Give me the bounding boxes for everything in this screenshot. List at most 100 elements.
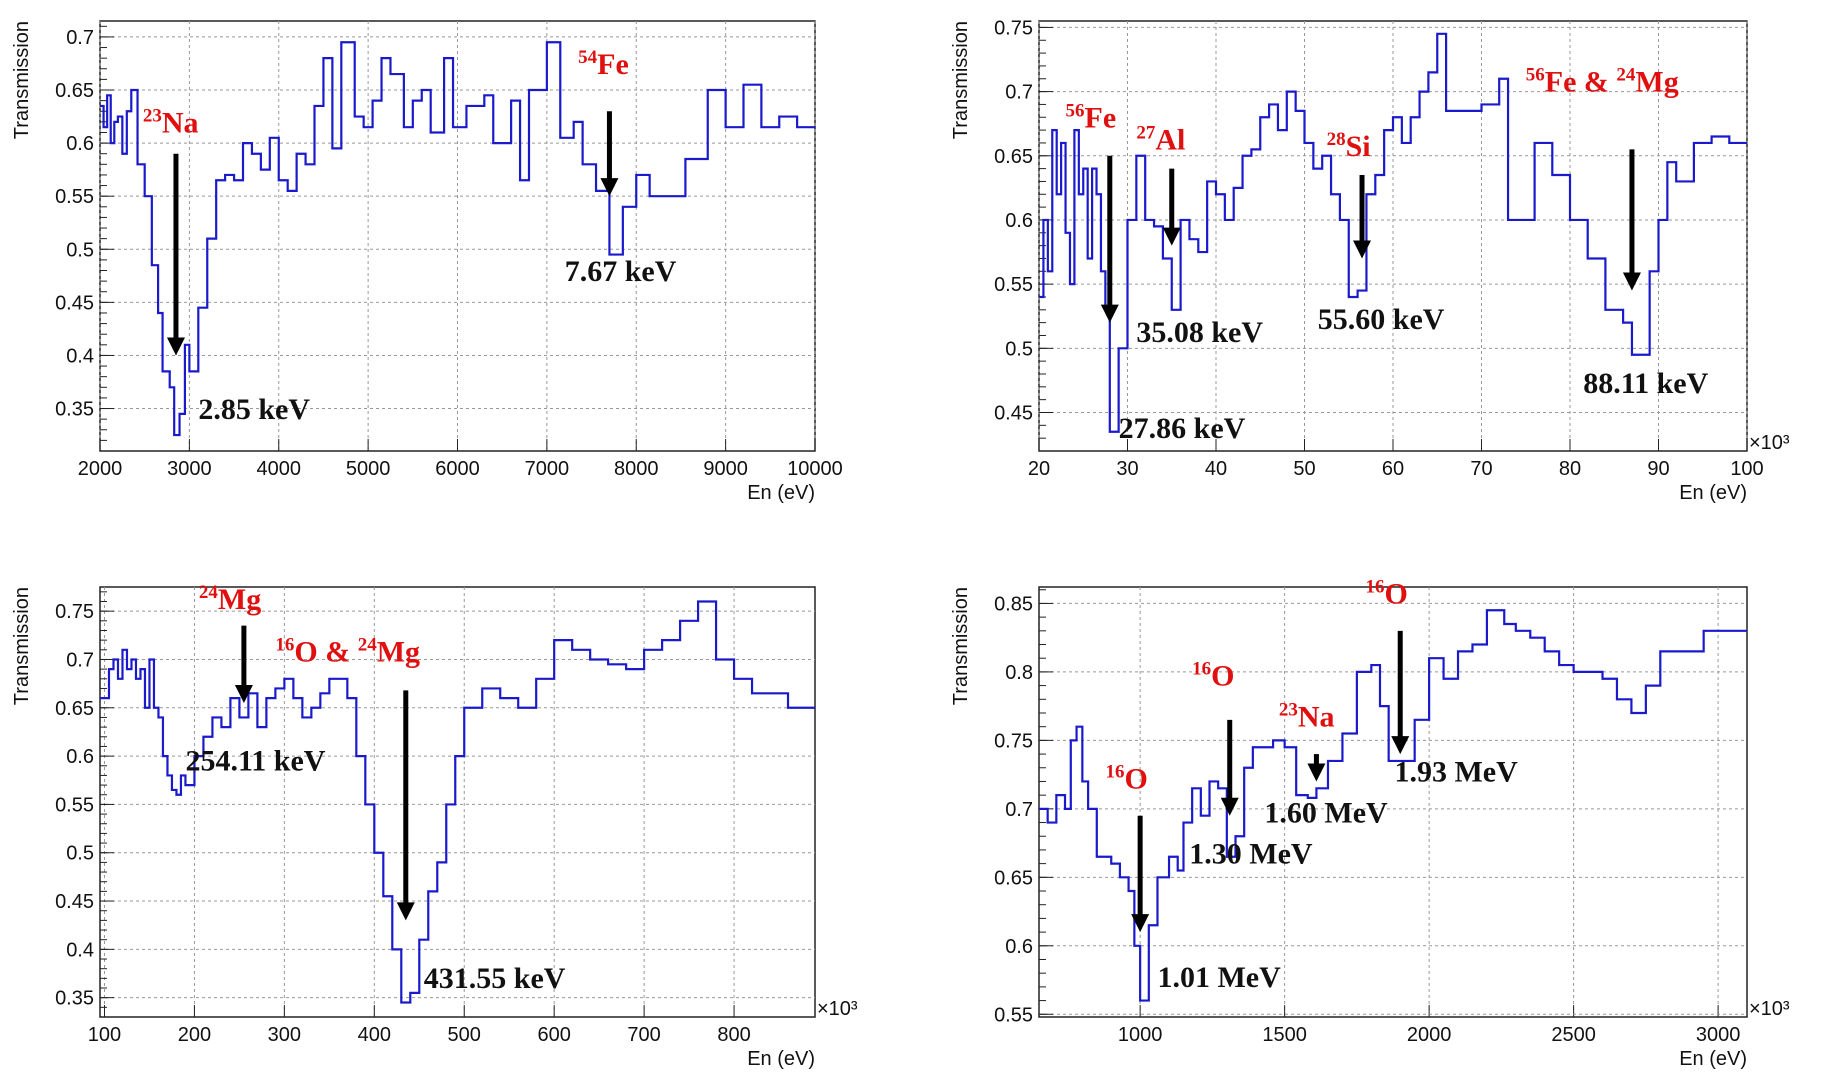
energy-label: 1.60 MeV <box>1264 797 1388 830</box>
peak-annotation: 16O 1.01 MeV <box>1105 761 1281 994</box>
x-tick-label: 9000 <box>703 458 748 480</box>
peak-annotation: 23Na 2.85 keV <box>143 105 310 426</box>
mass-number: 16 <box>1105 761 1124 782</box>
arrow-head-icon <box>600 178 619 197</box>
energy-label: 88.11 keV <box>1583 367 1708 400</box>
y-tick-label: 0.5 <box>1005 338 1033 360</box>
isotope-label: 23Na <box>143 105 199 139</box>
arrow-head-icon <box>1220 797 1239 816</box>
y-tick-label: 0.7 <box>1005 82 1033 104</box>
x-axis-title: En (eV) <box>1679 482 1747 504</box>
y-tick-label: 0.55 <box>55 186 94 208</box>
element-symbol: O <box>1211 660 1234 693</box>
x-tick-label: 60 <box>1382 458 1404 480</box>
mass-number: 23 <box>143 105 162 126</box>
chart-panel-3: 100 200 300 400 500 600 700 800 0.35 0.4 0.45 0.5 0.… <box>11 582 858 1070</box>
energy-label: 35.08 keV <box>1136 316 1263 349</box>
peak-annotation: 54Fe 7.67 keV <box>565 47 677 288</box>
y-tick-label: 0.6 <box>1005 936 1033 958</box>
arrow-head-icon <box>1353 240 1372 259</box>
mass-number: 24 <box>358 634 378 655</box>
y-tick-label: 0.8 <box>1005 662 1033 684</box>
x-axis-title: En (eV) <box>747 1048 815 1070</box>
arrow-head-icon <box>1307 763 1326 782</box>
element-symbol: Al <box>1155 123 1185 156</box>
element-symbol: Fe & <box>1545 66 1617 99</box>
y-tick-label: 0.7 <box>66 649 94 671</box>
x-axis-title: En (eV) <box>747 482 815 504</box>
x-tick-label: 3000 <box>1696 1024 1741 1046</box>
energy-label: 55.60 keV <box>1318 303 1445 336</box>
x-tick-label: 600 <box>537 1024 570 1046</box>
peak-annotation: 56Fe 27.86 keV <box>1066 101 1246 446</box>
arrow-head-icon <box>1162 227 1181 246</box>
x-tick-label: 2000 <box>78 458 123 480</box>
arrow-head-icon <box>166 337 185 356</box>
mass-number: 23 <box>1279 700 1298 721</box>
x-tick-label: 3000 <box>167 458 212 480</box>
peak-annotation: 23Na 1.60 MeV <box>1264 700 1388 830</box>
y-tick-label: 0.4 <box>66 345 94 367</box>
y-tick-label: 0.6 <box>66 746 94 768</box>
energy-label: 1.01 MeV <box>1157 961 1281 994</box>
arrow-head-icon <box>1391 736 1410 755</box>
y-tick-label: 0.45 <box>994 402 1033 424</box>
chart-panel-4: 1000 1500 2000 2500 3000 0.55 0.6 0.65 0.7 0.75 0.… <box>950 576 1790 1070</box>
plot-frame <box>1038 586 1748 1018</box>
x-tick-label: 5000 <box>346 458 391 480</box>
y-tick-label: 0.85 <box>994 593 1033 615</box>
x-tick-label: 200 <box>178 1024 211 1046</box>
isotope-label: 28Si <box>1327 129 1371 163</box>
x-tick-label: 80 <box>1559 458 1581 480</box>
y-tick-label: 0.65 <box>55 698 94 720</box>
y-tick-label: 0.55 <box>55 794 94 816</box>
x-axis-multiplier: ×10³ <box>1749 432 1790 454</box>
element-symbol: Si <box>1346 130 1371 163</box>
mass-number: 24 <box>199 582 219 603</box>
isotope-label: 16O <box>1192 659 1234 693</box>
energy-label: 2.85 keV <box>198 393 310 426</box>
isotope-label: 24Mg <box>199 582 261 616</box>
x-tick-label: 10000 <box>787 458 843 480</box>
x-tick-label: 7000 <box>525 458 570 480</box>
x-tick-label: 6000 <box>435 458 480 480</box>
x-tick-label: 40 <box>1205 458 1227 480</box>
peak-annotation: 24Mg 254.11 keV <box>185 582 325 777</box>
x-tick-label: 70 <box>1470 458 1492 480</box>
mass-number: 56 <box>1066 101 1085 122</box>
arrow-head-icon <box>234 684 253 703</box>
peak-annotation: 16O 1.30 MeV <box>1189 659 1313 871</box>
element-symbol: Na <box>1298 701 1335 734</box>
energy-label: 27.86 keV <box>1119 412 1246 445</box>
mass-number: 24 <box>1616 65 1636 86</box>
arrow-head-icon <box>1100 304 1119 323</box>
mass-number: 56 <box>1526 65 1545 86</box>
plot-frame <box>1038 20 1748 452</box>
isotope-label: 23Na <box>1279 700 1335 734</box>
energy-label: 7.67 keV <box>565 255 677 288</box>
y-tick-label: 0.45 <box>55 292 94 314</box>
y-tick-label: 0.65 <box>55 80 94 102</box>
isotope-label: 54Fe <box>578 47 629 81</box>
x-axis-multiplier: ×10³ <box>817 998 858 1020</box>
transmission-series <box>100 600 815 1004</box>
x-tick-label: 8000 <box>614 458 659 480</box>
element-symbol: O <box>1124 762 1147 795</box>
arrow-head-icon <box>1131 914 1150 933</box>
element-symbol: Fe <box>1085 102 1117 135</box>
arrow-head-icon <box>1622 272 1641 291</box>
plot-frame <box>99 586 816 1018</box>
y-tick-label: 0.55 <box>994 1004 1033 1026</box>
x-tick-label: 500 <box>448 1024 481 1046</box>
isotope-label: 16O & 24Mg <box>275 634 420 668</box>
transmission-series <box>1039 609 1747 1002</box>
y-tick-label: 0.45 <box>55 891 94 913</box>
x-tick-label: 100 <box>1730 458 1763 480</box>
x-axis-title: En (eV) <box>1679 1048 1747 1070</box>
x-tick-label: 300 <box>268 1024 301 1046</box>
x-tick-label: 2000 <box>1407 1024 1452 1046</box>
y-tick-label: 0.75 <box>55 601 94 623</box>
mass-number: 27 <box>1136 122 1156 143</box>
y-tick-label: 0.75 <box>994 17 1033 39</box>
